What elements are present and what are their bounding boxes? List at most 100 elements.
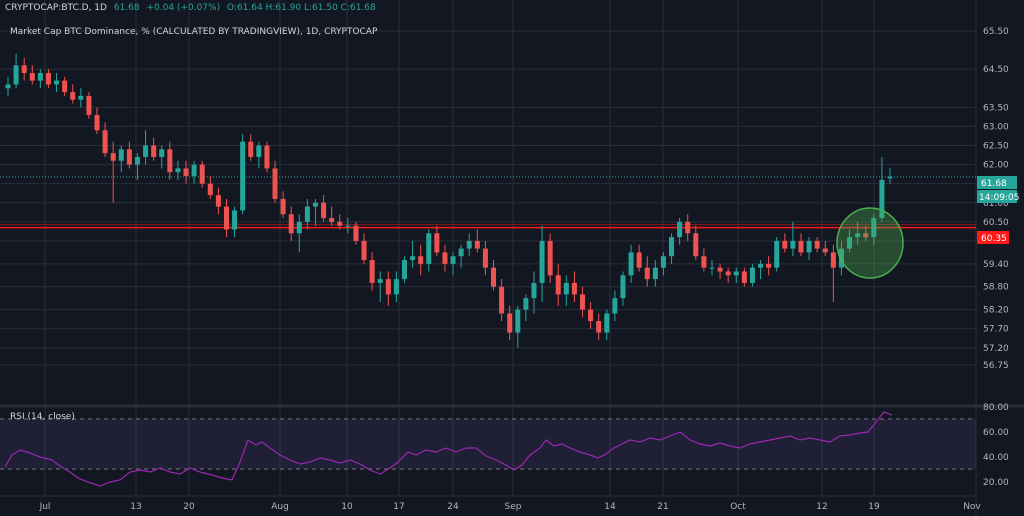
candle xyxy=(248,134,254,161)
candle xyxy=(151,137,157,161)
candle xyxy=(571,271,577,303)
candle xyxy=(531,271,537,314)
candle xyxy=(264,141,270,173)
candle xyxy=(110,141,116,203)
candle xyxy=(693,225,699,261)
candle xyxy=(490,260,497,291)
candle xyxy=(458,244,464,268)
candle xyxy=(29,65,35,85)
candle xyxy=(701,248,707,272)
candle xyxy=(838,240,844,276)
time-tick-label: Jul xyxy=(39,502,51,512)
candle xyxy=(725,267,731,283)
candle xyxy=(863,225,869,241)
candle xyxy=(604,309,610,341)
candle xyxy=(134,153,140,180)
candle xyxy=(474,229,480,253)
candle xyxy=(215,187,221,215)
candle xyxy=(304,198,310,230)
candle xyxy=(580,286,586,318)
svg-text:CRYPTOCAP:BTC.D, 1D 61.68: CRYPTOCAP:BTC.D, 1D 61.68 +0.04 (+0.07%)… xyxy=(5,3,376,13)
time-tick-label: 17 xyxy=(393,502,404,512)
candle xyxy=(94,107,100,135)
candle xyxy=(86,92,92,119)
candle xyxy=(660,252,666,276)
rsi-tick-label: 40.00 xyxy=(983,453,1009,463)
candle xyxy=(847,229,853,253)
candle xyxy=(426,229,432,272)
time-tick-label: Aug xyxy=(271,502,289,512)
price-tick-label: 62.50 xyxy=(983,142,1009,152)
candle xyxy=(523,294,529,322)
price-tick-label: 57.20 xyxy=(983,344,1009,354)
candle xyxy=(54,72,60,93)
candle xyxy=(361,233,367,264)
support-price-tag: 60.35 xyxy=(977,231,1009,244)
candles xyxy=(5,53,893,348)
candle xyxy=(37,69,43,89)
symbol-label: CRYPTOCAP:BTC.D, 1D xyxy=(5,3,107,13)
time-tick-label: 13 xyxy=(130,502,141,512)
candle xyxy=(539,225,545,303)
last-price-label: 61.68 xyxy=(981,179,1007,189)
rsi-tick-label: 20.00 xyxy=(983,478,1009,488)
time-tick-label: Oct xyxy=(730,502,746,512)
countdown-label: 14:09:05 xyxy=(979,193,1019,203)
rsi-tick-label: 60.00 xyxy=(983,428,1009,438)
candle xyxy=(13,53,19,89)
rsi-tick-label: 80.00 xyxy=(983,403,1009,413)
candle xyxy=(499,279,505,322)
price-tick-label: 65.50 xyxy=(983,27,1009,37)
candle xyxy=(207,176,213,199)
price-tick-label: 63.00 xyxy=(983,122,1009,132)
header-change: +0.04 (+0.07%) xyxy=(146,3,220,13)
candle xyxy=(223,198,229,238)
price-tick-label: 62.00 xyxy=(983,161,1009,171)
rsi-band xyxy=(0,419,976,469)
candle xyxy=(159,145,165,169)
candle xyxy=(507,305,513,341)
price-tick-label: 57.70 xyxy=(983,325,1009,335)
candle xyxy=(377,271,383,303)
candle xyxy=(183,160,189,184)
price-tick-label: 61.00 xyxy=(983,199,1009,209)
candle xyxy=(143,130,149,165)
candle xyxy=(418,244,424,276)
candle xyxy=(749,263,755,287)
time-tick-label: 14 xyxy=(604,502,616,512)
candle xyxy=(822,240,828,257)
candle xyxy=(782,233,788,253)
header-price: 61.68 xyxy=(114,3,140,13)
time-axis: Jul 13 20 Aug 10 17 24 Sep 14 21 Oct 12 19 Nov xyxy=(39,502,982,512)
time-tick-label: 10 xyxy=(341,502,353,512)
support-price-label: 60.35 xyxy=(981,234,1007,244)
time-tick-label: 24 xyxy=(447,502,459,512)
candle xyxy=(717,263,723,280)
candle xyxy=(596,313,602,341)
candle xyxy=(369,252,375,291)
price-tick-label: 60.50 xyxy=(983,218,1009,228)
candle xyxy=(393,271,399,303)
candle xyxy=(814,237,820,253)
highlight-circle xyxy=(836,207,904,279)
candle xyxy=(612,290,618,322)
candle xyxy=(871,214,877,245)
candle xyxy=(855,221,861,245)
candle xyxy=(774,237,780,272)
candle xyxy=(191,160,197,184)
candle xyxy=(272,160,278,203)
price-tick-label: 58.80 xyxy=(983,283,1009,293)
candle xyxy=(312,198,318,226)
time-tick-label: 21 xyxy=(657,502,668,512)
time-tick-label: 20 xyxy=(183,502,195,512)
candle xyxy=(288,206,294,241)
price-tick-label: 59.40 xyxy=(983,260,1009,270)
candle xyxy=(78,88,84,108)
candle xyxy=(450,252,456,276)
candle xyxy=(887,168,893,184)
price-tick-label: 63.50 xyxy=(983,103,1009,113)
candle xyxy=(482,240,488,276)
candle xyxy=(5,76,11,96)
candle xyxy=(515,305,521,348)
